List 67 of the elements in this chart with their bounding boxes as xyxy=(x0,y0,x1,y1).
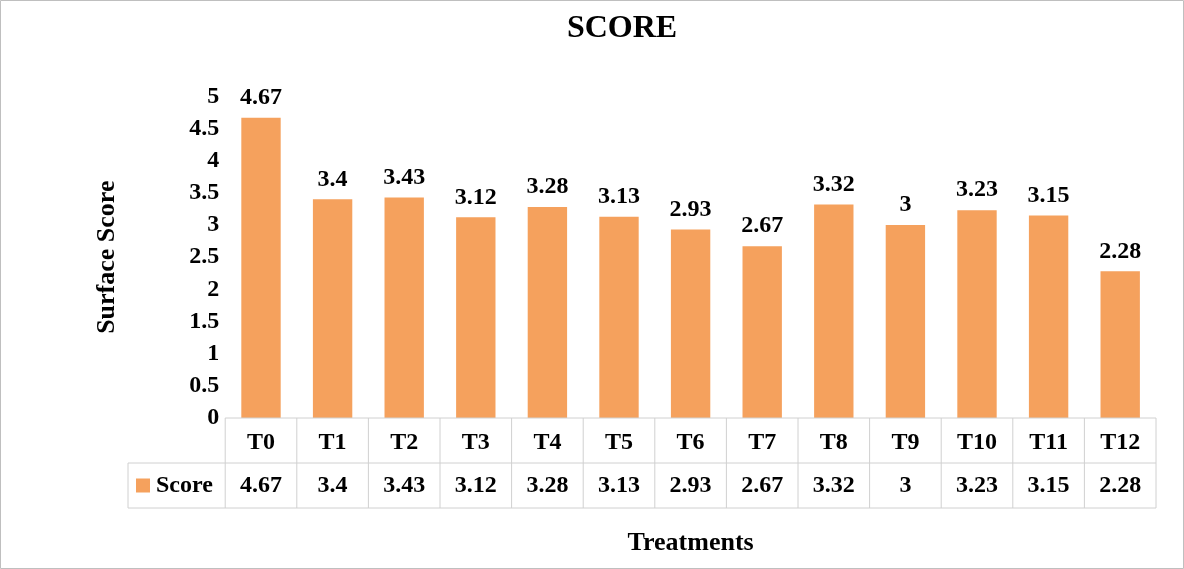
annotation: 3.13 xyxy=(598,181,640,208)
legend-label: Score xyxy=(156,470,214,497)
y-tick-label: 3.5 xyxy=(189,178,220,205)
annotation: 3.23 xyxy=(956,175,998,202)
annotation: 2.67 xyxy=(741,211,784,238)
data-label: 2.67 xyxy=(741,470,784,497)
data-label: 3.43 xyxy=(383,470,426,497)
annotation: 3.28 xyxy=(526,172,569,199)
x-tick-label: T6 xyxy=(676,427,705,454)
y-tick-label: 3 xyxy=(207,210,220,237)
x-tick-label: T1 xyxy=(318,427,347,454)
annotation: 3.43 xyxy=(383,162,426,189)
bar xyxy=(599,216,639,418)
y-tick-label: 2 xyxy=(207,274,220,301)
data-label: 3.12 xyxy=(454,470,497,497)
bar xyxy=(1100,271,1140,418)
x-tick-label: T11 xyxy=(1029,427,1068,454)
y-tick-label: 2.5 xyxy=(189,242,220,269)
chart-title: SCORE xyxy=(566,8,678,45)
annotation: 3.12 xyxy=(454,182,497,209)
bar xyxy=(1028,215,1069,418)
bar xyxy=(241,117,281,418)
bar xyxy=(527,207,568,418)
data-label: 3.13 xyxy=(598,470,640,497)
bar xyxy=(456,217,496,418)
y-tick-label: 0.5 xyxy=(189,371,220,398)
x-tick-label: T10 xyxy=(956,427,998,454)
data-label: 3.23 xyxy=(956,470,998,497)
annotation: 2.93 xyxy=(669,194,712,221)
data-label: 3.4 xyxy=(317,470,348,497)
x-tick-label: T0 xyxy=(246,427,276,454)
y-tick-label: 4 xyxy=(207,145,220,172)
bar xyxy=(384,197,424,418)
y-tick-label: 1.5 xyxy=(189,306,220,333)
bar xyxy=(814,204,854,418)
x-tick-label: T4 xyxy=(533,427,562,454)
annotation: 2.28 xyxy=(1099,236,1142,263)
x-tick-label: T8 xyxy=(819,427,848,454)
data-label: 3.32 xyxy=(812,470,855,497)
x-tick-label: T5 xyxy=(604,427,634,454)
y-tick-label: 5 xyxy=(207,81,220,108)
y-tick-label: 0 xyxy=(207,403,220,430)
annotation: 4.67 xyxy=(240,82,282,109)
data-label: 3.15 xyxy=(1027,470,1070,497)
bar xyxy=(957,210,997,418)
data-label: 2.28 xyxy=(1099,470,1142,497)
data-label: 2.93 xyxy=(669,470,712,497)
bar xyxy=(742,246,782,418)
annotation: 3 xyxy=(899,190,912,217)
data-label: 4.67 xyxy=(240,470,282,497)
x-axis-title: Treatments xyxy=(627,527,754,557)
x-tick-label: T2 xyxy=(390,427,419,454)
bar xyxy=(312,199,353,418)
data-label: 3 xyxy=(899,470,912,497)
x-tick-label: T3 xyxy=(461,427,490,454)
y-tick-label: 4.5 xyxy=(189,113,220,140)
x-tick-label: T7 xyxy=(748,427,777,454)
data-label: 3.28 xyxy=(526,470,569,497)
y-tick-label: 1 xyxy=(207,338,220,365)
bar xyxy=(885,225,926,418)
annotation: 3.32 xyxy=(812,169,855,196)
x-tick-label: T9 xyxy=(891,427,920,454)
annotation: 3.4 xyxy=(317,164,348,191)
y-axis-title: Surface Score xyxy=(91,180,121,334)
bar xyxy=(670,229,711,418)
annotation: 3.15 xyxy=(1027,180,1070,207)
x-tick-label: T12 xyxy=(1100,427,1141,454)
